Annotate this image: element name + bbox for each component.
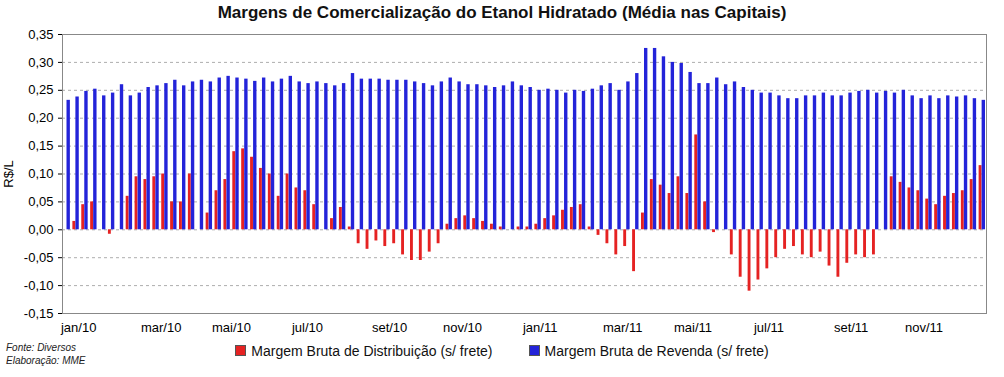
svg-text:jan/10: jan/10 [60,320,96,335]
svg-text:jan/11: jan/11 [522,320,557,335]
svg-text:0,30: 0,30 [28,55,53,70]
svg-text:0,05: 0,05 [28,194,53,209]
svg-text:jul/10: jul/10 [291,320,323,335]
svg-text:mar/11: mar/11 [603,320,643,335]
svg-text:0,20: 0,20 [28,110,53,125]
svg-text:-0,05: -0,05 [24,250,54,265]
svg-text:0,35: 0,35 [28,27,53,42]
svg-text:-0,15: -0,15 [24,306,54,321]
svg-text:0,00: 0,00 [28,222,53,237]
svg-text:nov/10: nov/10 [443,320,482,335]
html-text:Margem Bruta de Revenda (s/ fr: Margem Bruta de Revenda (s/ frete) [544,343,769,359]
svg-text:jul/11: jul/11 [753,320,784,335]
svg-text:0,15: 0,15 [28,138,53,153]
svg-text:mai/11: mai/11 [674,320,712,335]
svg-text:-0,10: -0,10 [24,278,54,293]
html-text:Elaboração: MME: Elaboração: MME [6,355,86,366]
svg-text:mai/10: mai/10 [212,320,251,335]
html-text:Margem Bruta de Distribuição (: Margem Bruta de Distribuição (s/ frete) [251,343,493,359]
html-text:Fonte: Diversos: Fonte: Diversos [6,342,76,353]
html-text:Margens de Comercialização do: Margens de Comercialização do Etanol Hid… [217,3,787,22]
svg-text:R$/L: R$/L [1,160,16,187]
svg-text:set/11: set/11 [834,320,868,335]
svg-text:0,10: 0,10 [28,166,53,181]
svg-text:nov/11: nov/11 [905,320,943,335]
svg-text:mar/10: mar/10 [141,320,181,335]
svg-text:0,25: 0,25 [28,82,53,97]
svg-text:set/10: set/10 [372,320,407,335]
